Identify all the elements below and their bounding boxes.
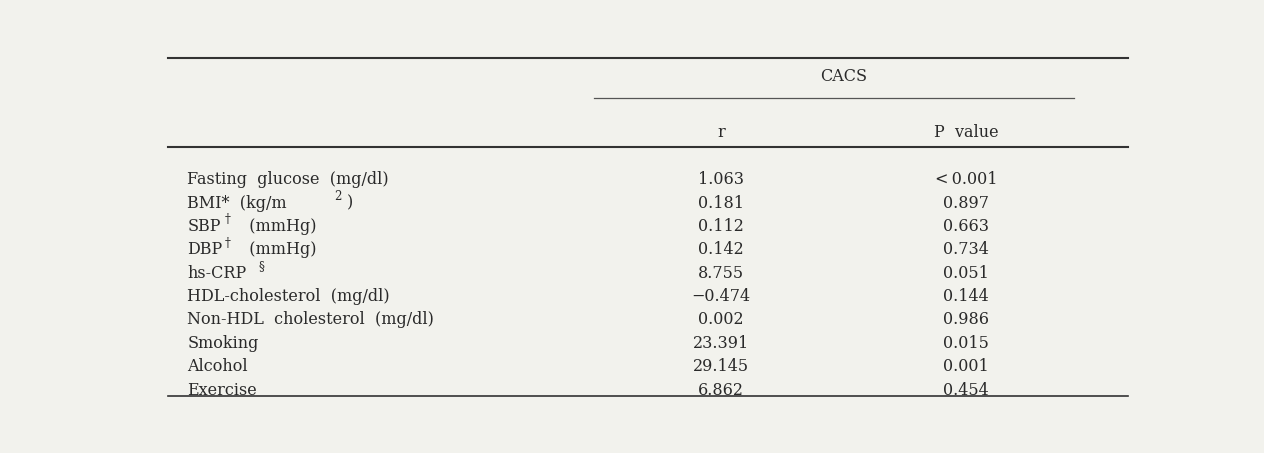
Text: 29.145: 29.145 xyxy=(693,358,750,375)
Text: 0.001: 0.001 xyxy=(943,358,988,375)
Text: 1.063: 1.063 xyxy=(698,171,744,188)
Text: (mmHg): (mmHg) xyxy=(239,241,317,258)
Text: r: r xyxy=(718,124,726,141)
Text: HDL-cholesterol  (mg/dl): HDL-cholesterol (mg/dl) xyxy=(187,288,391,305)
Text: P  value: P value xyxy=(934,124,999,141)
Text: †: † xyxy=(225,213,231,226)
Text: 8.755: 8.755 xyxy=(698,265,744,282)
Text: 0.142: 0.142 xyxy=(699,241,744,258)
Text: Smoking: Smoking xyxy=(187,335,259,352)
Text: §: § xyxy=(259,260,264,273)
Text: 0.051: 0.051 xyxy=(943,265,990,282)
Text: 0.734: 0.734 xyxy=(943,241,990,258)
Text: 0.144: 0.144 xyxy=(943,288,988,305)
Text: SBP: SBP xyxy=(187,218,221,235)
Text: 0.181: 0.181 xyxy=(698,195,744,212)
Text: −0.474: −0.474 xyxy=(691,288,751,305)
Text: < 0.001: < 0.001 xyxy=(935,171,997,188)
Text: 0.112: 0.112 xyxy=(698,218,744,235)
Text: Alcohol: Alcohol xyxy=(187,358,248,375)
Text: 0.986: 0.986 xyxy=(943,311,990,328)
Text: 0.002: 0.002 xyxy=(699,311,744,328)
Text: Non-HDL  cholesterol  (mg/dl): Non-HDL cholesterol (mg/dl) xyxy=(187,311,435,328)
Text: 0.897: 0.897 xyxy=(943,195,990,212)
Text: (mmHg): (mmHg) xyxy=(239,218,317,235)
Text: 6.862: 6.862 xyxy=(698,381,744,399)
Text: 0.015: 0.015 xyxy=(943,335,990,352)
Text: 0.454: 0.454 xyxy=(943,381,988,399)
Text: CACS: CACS xyxy=(820,68,867,85)
Text: hs-CRP: hs-CRP xyxy=(187,265,246,282)
Text: 23.391: 23.391 xyxy=(693,335,750,352)
Text: 2: 2 xyxy=(334,190,341,203)
Text: DBP: DBP xyxy=(187,241,222,258)
Text: Fasting  glucose  (mg/dl): Fasting glucose (mg/dl) xyxy=(187,171,389,188)
Text: Exercise: Exercise xyxy=(187,381,257,399)
Text: BMI*  (kg/m: BMI* (kg/m xyxy=(187,195,287,212)
Text: 0.663: 0.663 xyxy=(943,218,990,235)
Text: ): ) xyxy=(348,195,354,212)
Text: †: † xyxy=(225,237,231,250)
